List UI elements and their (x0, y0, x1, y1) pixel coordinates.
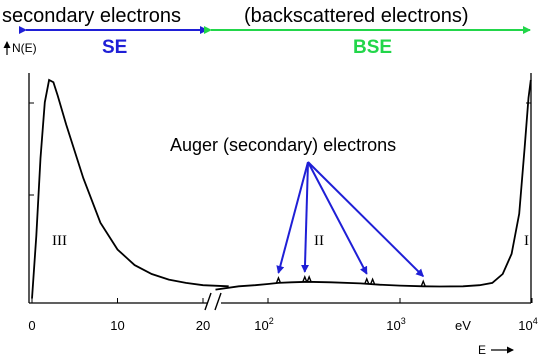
x-tick-label-0-1: 10 (110, 318, 124, 333)
auger-arrow-2 (307, 161, 368, 275)
se-abbr-label: SE (102, 37, 127, 58)
x-axis-break-mark-1 (204, 292, 212, 311)
bse-region-label: (backscattered electrons) (244, 5, 469, 27)
auger-arrow-3 (307, 161, 424, 277)
x-tick-label-1-2: 104 (518, 316, 537, 333)
spectrum-line-segment-0 (31, 78, 229, 299)
auger-arrows (276, 161, 424, 277)
auger-peak-5 (420, 279, 426, 287)
y-axis-label: N(E) (12, 41, 37, 55)
spectrum-curve (31, 78, 532, 299)
auger-arrow-0 (276, 161, 309, 274)
x-axis-break-mark-2 (214, 292, 222, 311)
x-tick-label-1-1: 103 (386, 316, 405, 333)
x-axis-label: E (478, 343, 486, 357)
auger-peak-0 (275, 276, 282, 284)
auger-peak-2 (306, 274, 312, 283)
region-numeral-ii: II (314, 233, 324, 249)
x-tick-label-0-2: 20 (196, 318, 210, 333)
region-numeral-i: I (524, 233, 529, 249)
se-region-label: secondary electrons (2, 5, 181, 27)
auger-label: Auger (secondary) electrons (170, 135, 396, 155)
x-tick-label-1-0: 102 (254, 316, 273, 333)
spectrum-line-segment-1 (215, 79, 532, 291)
auger-peak-1 (302, 275, 308, 283)
x-unit-label: eV (455, 318, 471, 333)
auger-peak-4 (369, 277, 376, 285)
x-axis-ticks: 0 10 20 102 103 104 (28, 298, 538, 333)
x-tick-label-0-0: 0 (28, 318, 35, 333)
bse-abbr-label: BSE (353, 37, 392, 58)
auger-peak-3 (364, 276, 370, 285)
auger-arrow-1 (301, 161, 309, 273)
region-numeral-iii: III (52, 233, 67, 249)
